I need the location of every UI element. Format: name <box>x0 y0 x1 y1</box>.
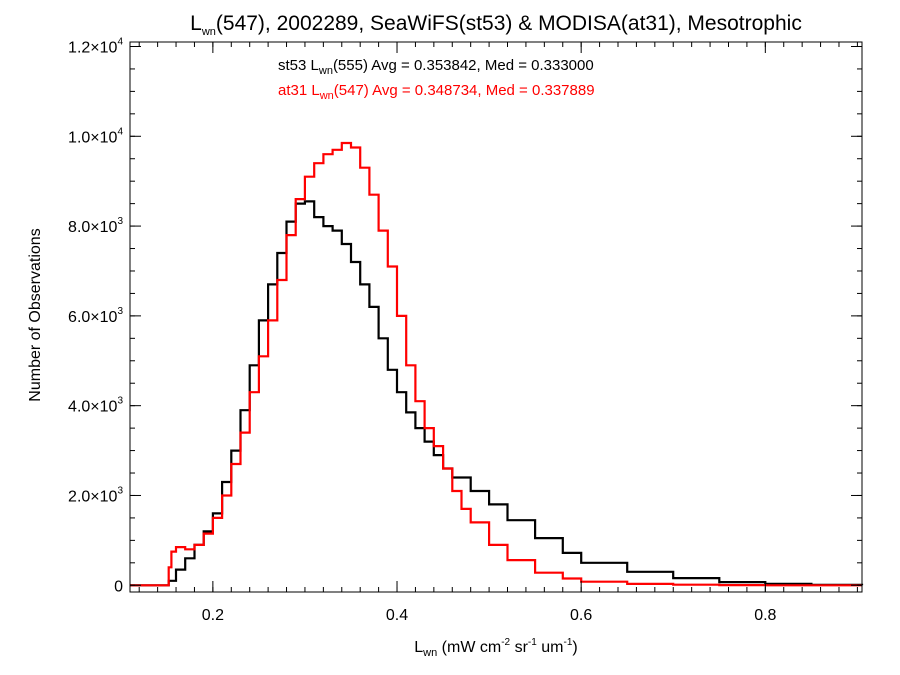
legend-entry-st53: st53 Lwn(555) Avg = 0.353842, Med = 0.33… <box>278 57 594 77</box>
series-st53-line <box>130 200 864 587</box>
x-axis-label-units-close: ) <box>572 639 577 656</box>
y-tick-label: 4.0×103 <box>68 396 123 416</box>
x-tick-label: 0.4 <box>386 607 408 624</box>
plot-area <box>130 141 864 587</box>
axis-ticks: 0.2 0.4 0.6 0.8 0 2.0×103 4.0×103 6.0×103 8.0×10… <box>68 36 863 624</box>
x-axis-label-cm-exponent: -2 <box>501 637 510 648</box>
y-tick-label: 1.0×104 <box>68 126 123 146</box>
legend-entry-at31: at31 Lwn(547) Avg = 0.348734, Med = 0.33… <box>278 82 595 102</box>
plot-frame <box>129 41 863 593</box>
legend: st53 Lwn(555) Avg = 0.353842, Med = 0.33… <box>278 57 595 102</box>
x-axis-label-subscript: wn <box>422 647 437 659</box>
y-tick-label: 0 <box>114 578 123 595</box>
x-axis-label-sr-exponent: -1 <box>528 637 537 648</box>
x-tick-label: 0.6 <box>570 607 592 624</box>
x-axis-label: Lwn (mW cm-2 sr-1 um-1) <box>414 637 577 659</box>
chart-title-subscript: wn <box>201 26 216 38</box>
x-tick-label: 0.8 <box>754 607 776 624</box>
x-axis-label-units-open: (mW cm <box>437 639 501 656</box>
y-tick-label: 2.0×103 <box>68 485 123 505</box>
chart-title: Lwn(547), 2002289, SeaWiFS(st53) & MODIS… <box>190 12 802 38</box>
chart-title-rest: (547), 2002289, SeaWiFS(st53) & MODISA(a… <box>216 12 802 35</box>
x-tick-label: 0.2 <box>202 607 224 624</box>
y-axis-label: Number of Observations <box>27 228 44 401</box>
y-tick-label: 1.2×104 <box>68 36 123 56</box>
y-tick-label: 8.0×103 <box>68 216 123 236</box>
y-tick-label: 6.0×103 <box>68 306 123 326</box>
x-axis-label-sr: sr <box>510 639 528 656</box>
chart-title-symbol: L <box>190 12 202 35</box>
x-axis-label-um-exponent: -1 <box>563 637 572 648</box>
x-axis-label-symbol: L <box>414 639 423 656</box>
series-at31-line <box>130 141 862 587</box>
x-axis-label-um: um <box>537 639 564 656</box>
